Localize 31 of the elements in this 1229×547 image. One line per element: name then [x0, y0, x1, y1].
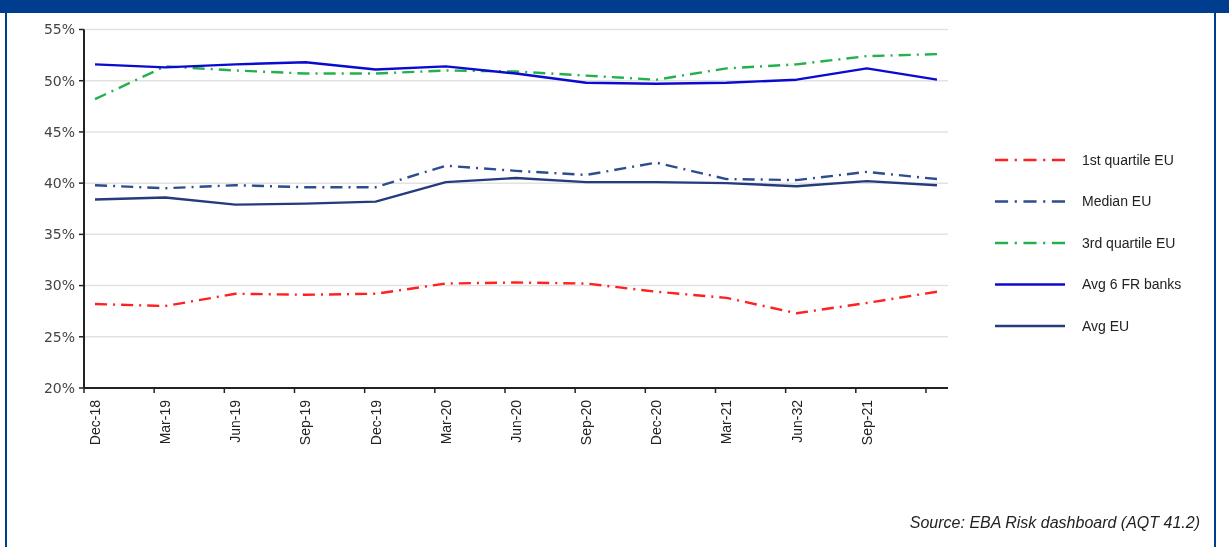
legend-label: 1st quartile EU: [1082, 151, 1174, 168]
x-tick-label: Mar-20: [437, 399, 454, 445]
line-series: [93, 281, 939, 315]
legend-label: Avg EU: [1082, 317, 1130, 334]
legend-label: Median EU: [1082, 193, 1152, 210]
y-tick-label: 25%: [43, 328, 75, 345]
x-tick-label: Mar-21: [718, 399, 735, 445]
y-tick-label: 40%: [43, 175, 75, 192]
x-tick-label: Dec-18: [86, 399, 103, 446]
source-note: Source: EBA Risk dashboard (AQT 41.2): [909, 513, 1200, 531]
x-tick-label: Mar-19: [157, 399, 174, 445]
legend-label: Avg 6 FR banks: [1082, 276, 1182, 293]
legend-label: 3rd quartile EU: [1082, 234, 1176, 251]
y-tick-label: 20%: [43, 379, 75, 396]
y-tick-label: 45%: [43, 123, 75, 140]
x-tick-label: Sep-21: [858, 399, 875, 446]
x-tick-label: Dec-20: [648, 399, 665, 446]
x-tick-label: Jun-20: [507, 399, 524, 443]
line-series: [93, 176, 939, 206]
line-series: [93, 52, 939, 101]
x-tick-label: Dec-19: [367, 399, 384, 446]
y-tick-label: 35%: [43, 226, 75, 243]
line-series: [93, 161, 939, 190]
y-tick-label: 30%: [43, 277, 75, 294]
y-tick-label: 50%: [43, 72, 75, 89]
y-tick-label: 55%: [43, 21, 75, 38]
x-tick-label: Jun-32: [788, 399, 805, 443]
x-tick-label: Jun-19: [227, 399, 244, 443]
x-tick-label: Sep-19: [297, 399, 314, 446]
x-tick-label: Sep-20: [578, 399, 595, 446]
line-series: [93, 61, 939, 85]
